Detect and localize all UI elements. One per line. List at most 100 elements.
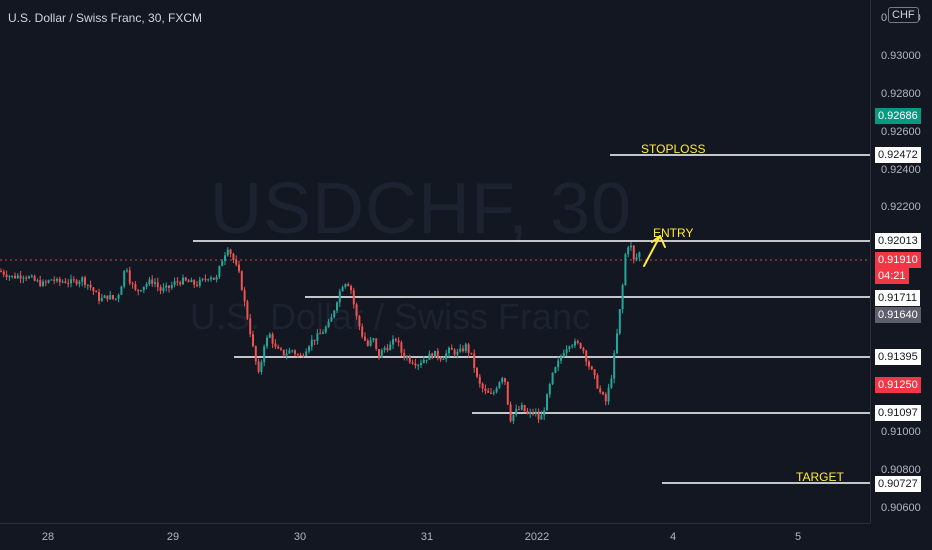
- candle-body: [117, 294, 120, 299]
- time-tick: 31: [420, 531, 434, 543]
- candle-body: [599, 388, 602, 393]
- candle-body: [280, 348, 282, 350]
- candle-body: [607, 387, 610, 402]
- candle-body: [364, 336, 366, 341]
- target-price-label: 0.90727: [875, 476, 921, 492]
- candle-body: [215, 276, 218, 280]
- candle-body: [344, 284, 347, 288]
- candle-body: [453, 349, 456, 355]
- candle-body: [380, 350, 383, 358]
- candle-body: [218, 266, 221, 277]
- time-tick: 28: [41, 531, 55, 543]
- time-tick: 2022: [524, 531, 550, 543]
- candle-body: [165, 285, 168, 288]
- candle-body: [462, 348, 464, 352]
- candle-body: [58, 278, 61, 283]
- candle-body: [310, 339, 313, 347]
- candle-body: [442, 359, 445, 361]
- candle-body: [490, 392, 492, 394]
- candle-body: [467, 344, 470, 353]
- candle-body: [198, 279, 201, 286]
- candle-body: [389, 344, 392, 351]
- candle-body: [358, 316, 361, 327]
- candle-body: [246, 301, 249, 319]
- candle-body: [378, 348, 380, 358]
- candle-body: [585, 350, 588, 362]
- candle-body: [266, 337, 268, 347]
- candle-body: [28, 276, 30, 279]
- candle-body: [296, 354, 299, 356]
- red-price-label: 0.91250: [875, 377, 921, 393]
- candle-body: [148, 279, 151, 284]
- price-axis[interactable]: 0.93200 0.93000 0.92800 0.92600 0.92400 …: [870, 0, 932, 523]
- candle-body: [260, 362, 263, 372]
- candle-body: [75, 280, 78, 285]
- candle-body: [630, 245, 632, 248]
- candle-body: [151, 279, 154, 284]
- candle-body: [173, 281, 176, 285]
- candle-body: [327, 321, 330, 327]
- candlestick-chart[interactable]: [0, 0, 870, 523]
- candle-body: [638, 252, 641, 258]
- candle-body: [114, 298, 117, 300]
- time-tick: 4: [669, 531, 677, 543]
- candle-body: [509, 404, 512, 422]
- candle-body: [238, 264, 240, 272]
- candle-body: [434, 350, 436, 358]
- candle-body: [235, 260, 238, 265]
- candle-body: [495, 388, 498, 393]
- candle-body: [330, 317, 333, 322]
- candle-body: [288, 350, 291, 354]
- candle-body: [565, 349, 568, 354]
- candle-body: [324, 326, 327, 333]
- candle-body: [341, 287, 344, 292]
- candle-body: [201, 278, 204, 280]
- chart-title: U.S. Dollar / Swiss Franc, 30, FXCM: [8, 11, 203, 25]
- candle-body: [126, 270, 128, 272]
- candle-body: [0, 271, 2, 273]
- last-price-label: 0.91910: [875, 252, 921, 268]
- time-tick: 29: [166, 531, 180, 543]
- candle-body: [14, 275, 16, 279]
- candle-body: [613, 353, 616, 379]
- candle-body: [411, 362, 414, 364]
- candle-body: [470, 352, 473, 354]
- currency-button[interactable]: CHF: [888, 7, 919, 23]
- candle-body: [422, 359, 425, 363]
- candle-body: [439, 357, 442, 360]
- stoploss-price-label: 0.92472: [875, 147, 921, 163]
- candle-body: [308, 346, 310, 352]
- candle-body: [210, 277, 212, 280]
- candle-body: [120, 286, 123, 295]
- candle-body: [501, 378, 504, 383]
- candle-body: [588, 361, 590, 367]
- candle-body: [184, 277, 187, 281]
- candle-body: [428, 353, 431, 360]
- candle-body: [417, 364, 420, 366]
- candle-body: [159, 287, 162, 291]
- candle-body: [109, 295, 112, 300]
- current-price-label: 0.92686: [875, 108, 921, 124]
- candle-body: [456, 351, 459, 355]
- candle-body: [425, 359, 428, 361]
- candle-body: [473, 353, 476, 369]
- candle-body: [618, 309, 621, 334]
- candle-body: [179, 282, 182, 285]
- candle-body: [313, 339, 316, 341]
- entry-price-label: 0.92013: [875, 233, 921, 249]
- bar-countdown: 04:21: [875, 268, 909, 284]
- candle-body: [445, 353, 448, 360]
- candle-body: [448, 347, 450, 354]
- candle-body: [319, 333, 322, 335]
- candle-body: [336, 302, 338, 311]
- candle-body: [257, 361, 260, 372]
- candle-body: [632, 245, 635, 260]
- candle-body: [590, 366, 593, 370]
- candle-body: [571, 345, 574, 347]
- candle-body: [243, 290, 246, 302]
- candle-body: [207, 279, 210, 281]
- time-axis[interactable]: 28 29 30 31 2022 4 5: [0, 523, 870, 550]
- candle-body: [89, 284, 92, 288]
- candle-body: [274, 343, 277, 347]
- candle-body: [478, 376, 481, 384]
